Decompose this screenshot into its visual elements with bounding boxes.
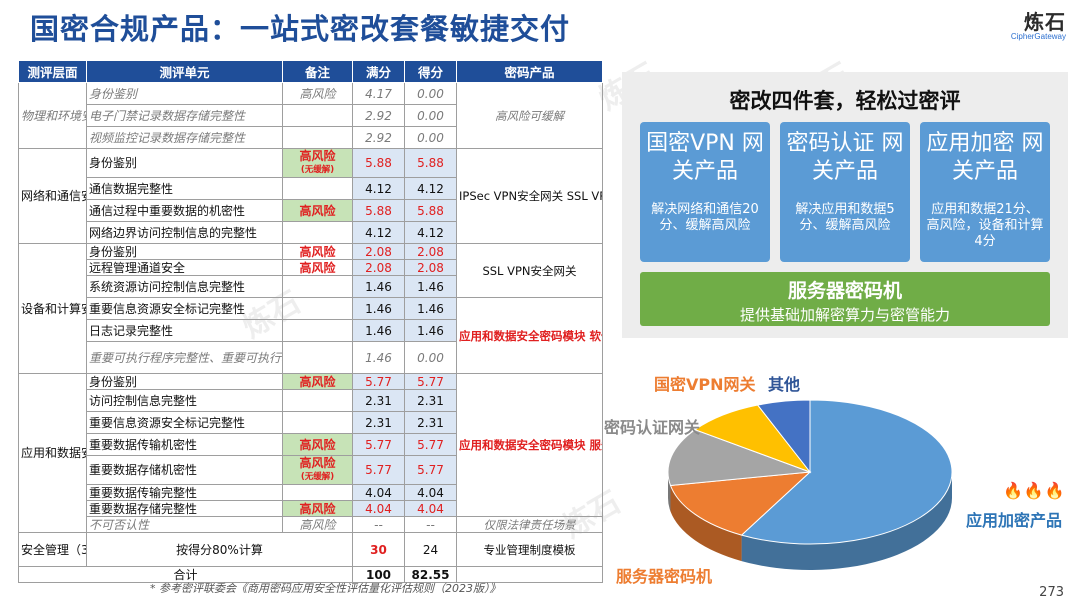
pie-label-auth: 密码认证网关	[604, 418, 701, 437]
logo-subtext: CipherGateway	[1010, 32, 1066, 41]
level-network: 网络和通信安全（20分）	[18, 148, 87, 244]
table-row: 重要信息资源安全标记完整性 2.31 2.31	[19, 411, 603, 434]
header-note: 备注	[282, 60, 353, 83]
card-app-encryption-gateway: 应用加密 网关产品 应用和数据21分、高风险，设备和计算4分	[920, 122, 1050, 262]
table-row: 重要数据传输机密性 高风险 5.77 5.77	[19, 433, 603, 456]
page-title: 国密合规产品：一站式密改套餐敏捷交付	[30, 12, 571, 46]
high-risk-badge: 高风险 (无缓解)	[282, 148, 353, 178]
pie-label-server: 服务器密码机	[616, 567, 713, 586]
panel-title: 密改四件套，轻松过密评	[729, 89, 961, 113]
table-row: 网络和通信安全（20分） 身份鉴别 高风险(无缓解) 5.88 5.88 IPS…	[18, 148, 603, 244]
table-row: 视频监控记录数据存储完整性 2.92 0.00	[19, 126, 603, 149]
product-share-pie-chart	[667, 399, 953, 570]
high-risk-badge: 高风险 (无缓解)	[282, 455, 353, 485]
server-title: 服务器密码机	[787, 280, 902, 302]
header-level: 测评层面	[18, 60, 87, 83]
table-row: 系统资源访问控制信息完整性 1.46 1.46	[19, 275, 603, 298]
pie-slice	[667, 429, 811, 487]
card-desc: 解决网络和通信20分、缓解高风险	[651, 202, 759, 233]
table-row: 日志记录完整性 1.46 1.46	[19, 319, 603, 342]
product-app: 应用和数据安全密码模块 服务器密码机 软件密码模块 密码卡 密钥管理与数据加密及…	[456, 373, 603, 517]
server-crypto-machine: 服务器密码机 提供基础加解密算力与密管能力	[640, 272, 1050, 326]
table-row: 通信数据完整性 4.12 4.12	[19, 177, 603, 200]
level-physical: 物理和环境安全（10分）	[18, 82, 87, 149]
card-title: 密码认证 网关产品	[786, 131, 904, 184]
product-panel: 密改四件套，轻松过密评 国密VPN 网关产品 解决网络和通信20分、缓解高风险 …	[622, 72, 1068, 338]
table-header-row: 测评层面 测评单元 备注 满分 得分 密码产品	[18, 60, 603, 83]
card-auth-gateway: 密码认证 网关产品 解决应用和数据5分、缓解高风险	[780, 122, 910, 262]
pie-label-app-encryption: 应用加密产品	[966, 511, 1063, 530]
header-full: 满分	[352, 60, 405, 83]
product-network: IPSec VPN安全网关 SSL VPN安全网关	[456, 148, 603, 244]
table-row: 应用和数据安全（30分） 身份鉴别 高风险 5.77 5.77 应用和数据安全密…	[18, 373, 603, 533]
table-row: 设备和计算安全（10分） 身份鉴别 高风险 2.08 2.08 SSL VPN安…	[18, 243, 603, 374]
logo-text: 炼石	[1024, 10, 1066, 34]
level-device: 设备和计算安全（10分）	[18, 243, 87, 374]
table-row: 电子门禁记录数据存储完整性 2.92 0.00	[19, 104, 603, 127]
table-row: 重要数据传输完整性 4.04 4.04	[19, 484, 603, 501]
product-app-last: 仅限法律责任场景	[456, 516, 603, 533]
pie-slice-side	[741, 472, 952, 570]
table-row: 重要信息资源安全标记完整性 1.46 1.46 应用和数据安全密码模块 软件密码…	[19, 297, 603, 374]
card-vpn-gateway: 国密VPN 网关产品 解决网络和通信20分、缓解高风险	[640, 122, 770, 262]
card-title: 国密VPN 网关产品	[646, 131, 764, 184]
footnote: * 参考密评联委会《商用密码应用安全性评估量化评估规则（2023版）》	[150, 582, 501, 595]
pie-slice-side	[668, 472, 671, 512]
card-title: 应用加密 网关产品	[926, 131, 1044, 184]
pie-label-vpn: 国密VPN网关	[654, 375, 756, 394]
pie-slice	[694, 404, 812, 474]
header-score: 得分	[404, 60, 457, 83]
product-mgmt: 专业管理制度模板	[456, 532, 603, 567]
pie-slice	[756, 399, 811, 474]
pie-slice-side	[670, 485, 742, 562]
table-total-row: 合计 100 82.55	[18, 566, 603, 583]
level-app: 应用和数据安全（30分）	[18, 373, 87, 533]
table-row: 不可否认性 高风险 -- -- 仅限法律责任场景	[19, 516, 603, 533]
product-device-a: SSL VPN安全网关	[456, 243, 603, 298]
table-row: 安全管理（30分） 按得分80%计算 30 24 专业管理制度模板	[18, 532, 603, 567]
header-unit: 测评单元	[86, 60, 283, 83]
evaluation-table: 测评层面 测评单元 备注 满分 得分 密码产品 物理和环境安全（10分） 身份鉴…	[18, 60, 603, 583]
table-row: 物理和环境安全（10分） 身份鉴别 高风险 4.17 0.00 高风险可缓解	[18, 82, 603, 149]
level-mgmt: 安全管理（30分）	[18, 532, 87, 567]
product-physical: 高风险可缓解	[456, 82, 603, 149]
brand-logo: 炼石 CipherGateway	[1011, 6, 1066, 41]
table-row: 远程管理通道安全 高风险 2.08 2.08	[19, 259, 603, 276]
high-risk-badge: 高风险	[282, 500, 353, 517]
pie-slice	[740, 399, 953, 545]
table-row: 重要可执行程序完整性、重要可执行程序来源真实性 1.46 0.00	[19, 341, 603, 374]
flame-icon: 🔥🔥🔥	[1003, 481, 1066, 500]
table-row: 访问控制信息完整性 2.31 2.31	[19, 389, 603, 412]
product-device-b: 应用和数据安全密码模块 软件密码模块	[456, 297, 603, 374]
card-desc: 应用和数据21分、高风险，设备和计算4分	[926, 202, 1044, 249]
pie-slice	[669, 471, 812, 536]
high-risk-badge: 高风险	[282, 373, 353, 390]
server-desc: 提供基础加解密算力与密管能力	[739, 306, 950, 324]
card-desc: 解决应用和数据5分、缓解高风险	[795, 202, 895, 233]
table-row: 重要数据存储机密性 高风险 (无缓解) 5.77 5.77	[19, 455, 603, 485]
page-number: 273	[1039, 585, 1064, 600]
high-risk-badge: 高风险	[282, 199, 353, 222]
pie-label-other: 其他	[768, 375, 801, 394]
table-row: 通信过程中重要数据的机密性 高风险 5.88 5.88	[19, 199, 603, 222]
high-risk-badge: 高风险	[282, 433, 353, 456]
table-row: 重要数据存储完整性 高风险 4.04 4.04	[19, 500, 603, 517]
header-product: 密码产品	[456, 60, 603, 83]
